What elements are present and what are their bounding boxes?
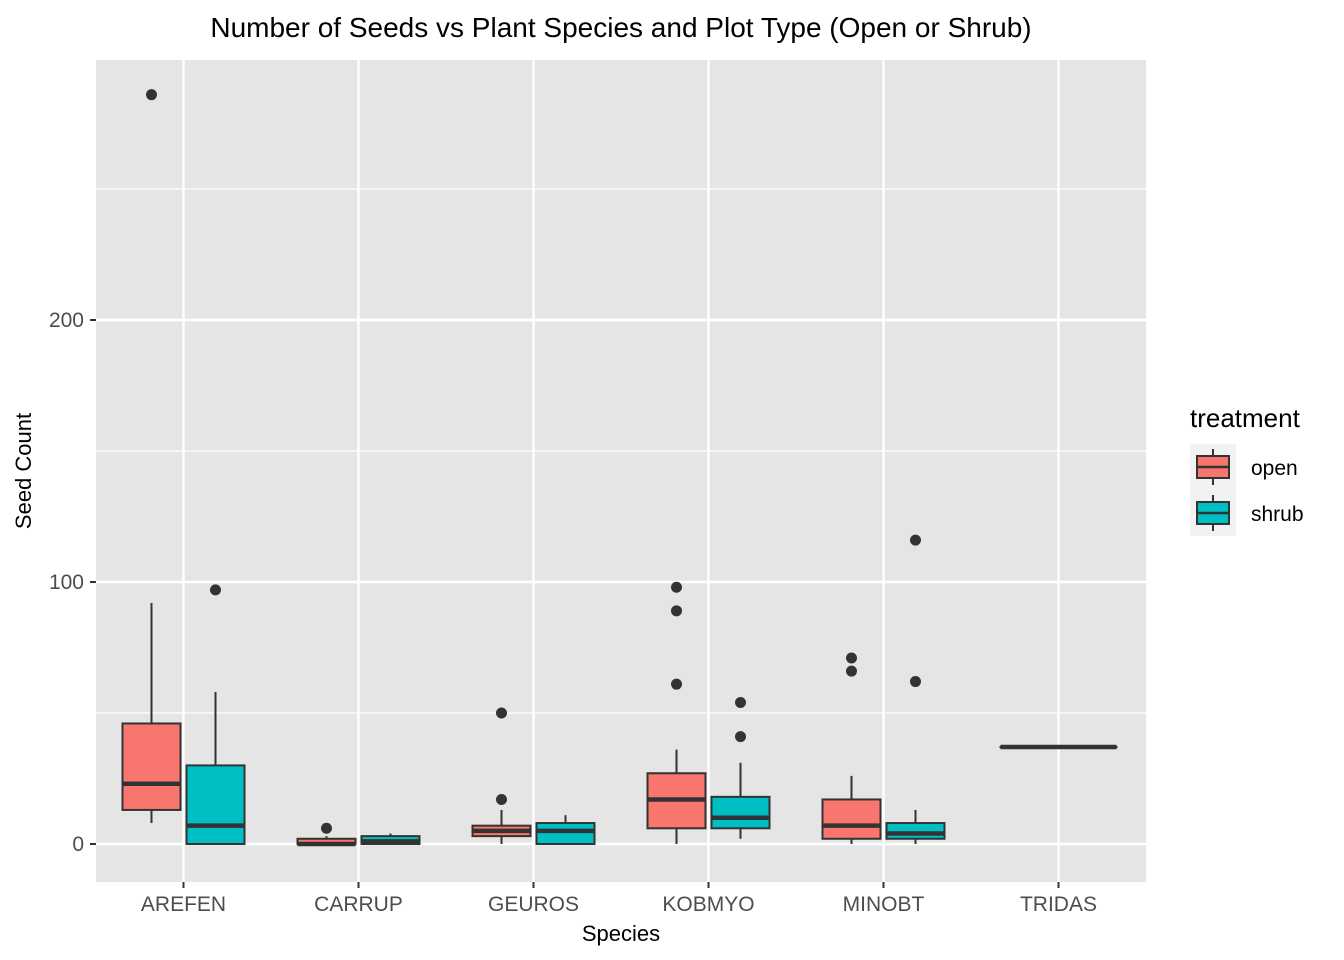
box-open-AREFEN [121,89,182,824]
x-axis: AREFEN CARRUP GEUROS KOBMYO MINOBT TRIDAS [141,882,1097,916]
x-tick-label: MINOBT [843,893,925,916]
x-tick-label: AREFEN [141,893,226,916]
legend-label: open [1251,457,1298,480]
box-open-GEUROS [471,707,532,844]
x-axis-title: Species [582,921,660,946]
legend: treatment open shrub [1190,403,1304,536]
box-body [121,722,182,811]
outlier-point [496,793,507,805]
box-shrub-GEUROS [535,815,596,845]
y-tick-label: 0 [72,833,84,856]
outlier-point [735,731,746,743]
box-body [885,822,946,840]
legend-item-open: open [1190,444,1298,490]
y-axis-title: Seed Count [11,413,36,529]
box-body [535,822,596,845]
y-tick-label: 200 [49,309,84,332]
outlier-point [146,89,157,101]
box-shrub-AREFEN [185,584,246,846]
box-shrub-MINOBT [885,534,946,844]
outlier-point [846,665,857,677]
box-body [185,764,246,846]
plot-panel [96,60,1146,882]
outlier-point [671,678,682,690]
box-open-CARRUP [296,822,357,847]
box-body [710,795,771,830]
legend-title: treatment [1190,403,1301,433]
outlier-point [210,584,221,596]
outlier-point [735,697,746,709]
y-tick-label: 100 [49,571,84,594]
legend-item-shrub: shrub [1190,490,1304,536]
x-tick-label: GEUROS [488,893,579,916]
grid-major [96,60,1146,882]
box-shrub-KOBMYO [710,697,771,839]
box-shrub-CARRUP [360,833,421,846]
outlier-point [910,534,921,546]
outlier-point [321,822,332,834]
y-axis: 0 100 200 [49,309,96,856]
outlier-point [846,652,857,664]
outlier-point [910,676,921,688]
grid-minor [96,188,1146,714]
x-tick-label: TRIDAS [1020,893,1097,916]
outlier-point [671,581,682,593]
x-tick-label: CARRUP [314,893,403,916]
outlier-point [671,605,682,617]
outlier-point [496,707,507,719]
boxes-layer [121,89,1118,847]
box-open-KOBMYO [646,581,707,844]
box-open-MINOBT [821,652,882,844]
box-body [821,798,882,840]
x-tick-label: KOBMYO [662,893,754,916]
chart-title: Number of Seeds vs Plant Species and Plo… [210,12,1031,43]
legend-label: shrub [1251,503,1304,526]
